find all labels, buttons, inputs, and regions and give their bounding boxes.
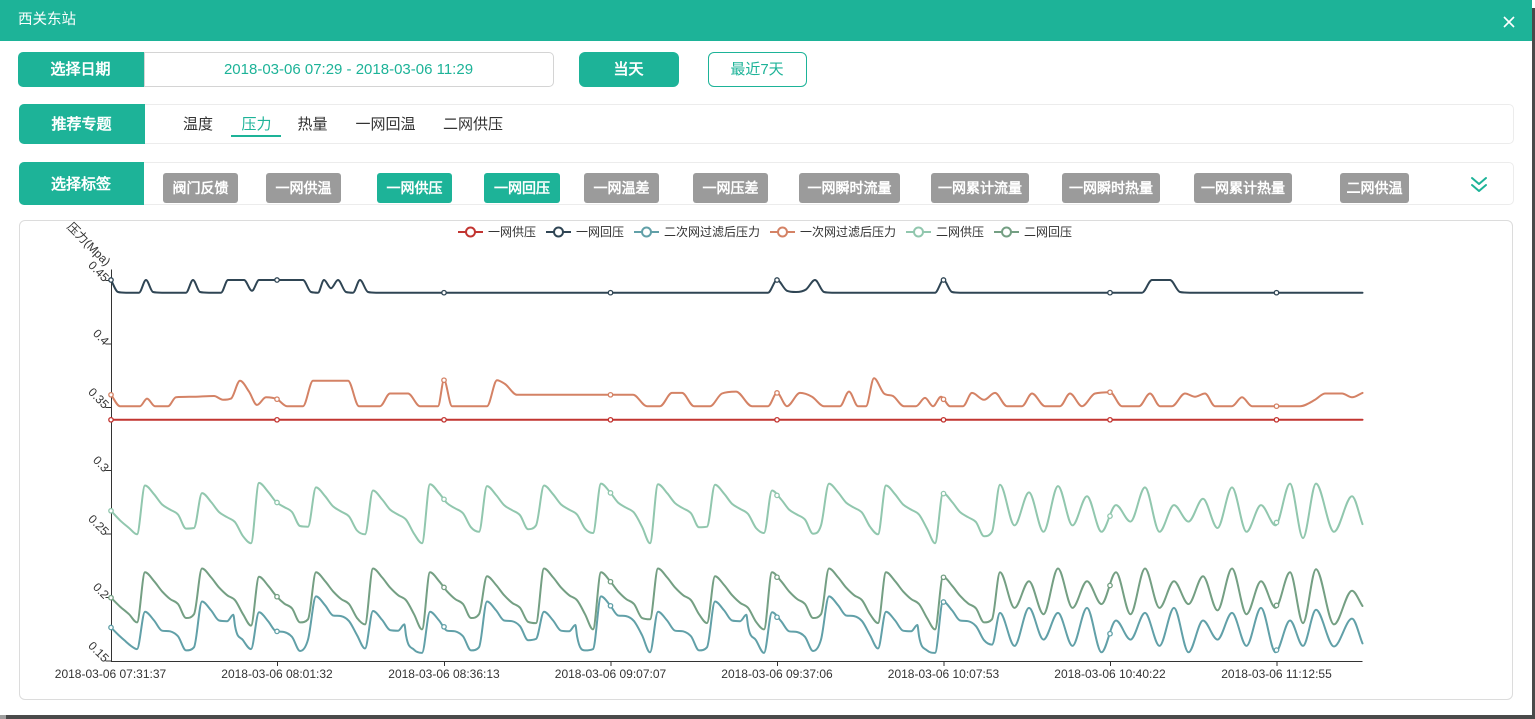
svg-text:2018-03-06 09:37:06: 2018-03-06 09:37:06: [721, 667, 833, 681]
svg-text:2018-03-06 09:07:07: 2018-03-06 09:07:07: [555, 667, 667, 681]
svg-text:0.3: 0.3: [90, 453, 112, 475]
svg-text:2018-03-06 08:36:13: 2018-03-06 08:36:13: [388, 667, 500, 681]
svg-text:0.4: 0.4: [90, 326, 112, 348]
svg-text:2018-03-06 07:31:37: 2018-03-06 07:31:37: [55, 667, 167, 681]
svg-text:压力(Mpa): 压力(Mpa): [64, 220, 113, 269]
svg-text:2018-03-06 11:12:55: 2018-03-06 11:12:55: [1221, 667, 1332, 681]
svg-text:2018-03-06 10:07:53: 2018-03-06 10:07:53: [888, 667, 1000, 681]
svg-text:2018-03-06 08:01:32: 2018-03-06 08:01:32: [221, 667, 333, 681]
svg-text:2018-03-06 10:40:22: 2018-03-06 10:40:22: [1054, 667, 1166, 681]
